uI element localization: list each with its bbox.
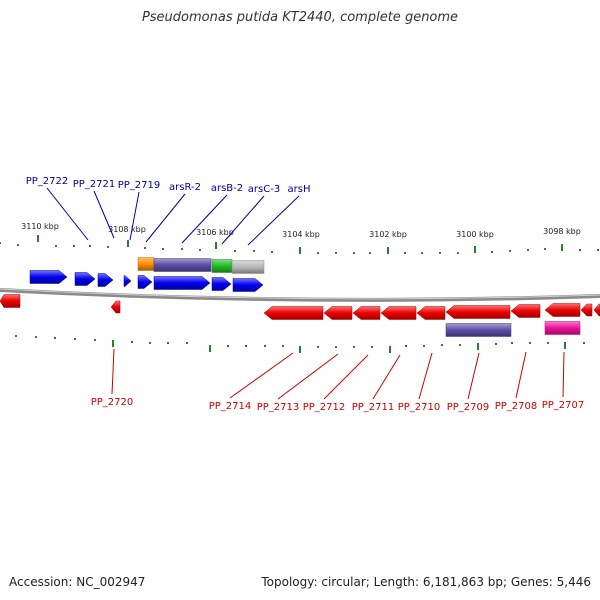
leader-line xyxy=(418,352,433,400)
leader-line xyxy=(221,195,265,245)
gene-features xyxy=(0,257,600,337)
gene-label: arsR-2 xyxy=(169,182,201,193)
gene-label: arsH xyxy=(288,184,311,195)
gene-label: PP_2709 xyxy=(447,402,490,413)
leader-line xyxy=(181,194,228,244)
gene-arsb-2 xyxy=(153,276,211,290)
leader-line xyxy=(372,354,401,400)
feature-box-pp-2709 xyxy=(445,323,512,337)
leader-line xyxy=(323,354,369,400)
leader-line xyxy=(111,348,115,395)
gene-arsh xyxy=(232,278,264,292)
gene-pp-2709 xyxy=(445,305,511,319)
scale-labels: 3110 kbp 3108 kbp 3106 kbp 3104 kbp 3102… xyxy=(21,222,581,239)
genome-summary: Topology: circular; Length: 6,181,863 bp… xyxy=(261,575,591,589)
gene-label: arsC-3 xyxy=(248,184,280,195)
leader-line xyxy=(467,352,480,400)
gene-pp-2722 xyxy=(29,270,68,284)
gene-label: PP_2712 xyxy=(303,402,346,413)
gene-label: PP_2721 xyxy=(73,179,116,190)
gene-label: PP_2711 xyxy=(352,402,395,413)
scale-label: 3106 kbp xyxy=(196,228,234,237)
gene-reverse-right-2 xyxy=(593,303,600,317)
gene-labels: PP_2722 PP_2721 PP_2719 arsR-2 arsB-2 arsC-3 a… xyxy=(26,176,585,413)
scale-label: 3098 kbp xyxy=(543,227,581,236)
gene-label: PP_2722 xyxy=(26,176,69,187)
scale-label: 3110 kbp xyxy=(21,222,59,231)
gene-label: PP_2720 xyxy=(91,397,134,408)
gene-label: PP_2707 xyxy=(542,400,585,411)
accession-label: Accession: NC_002947 xyxy=(9,575,146,589)
gene-pp-2707 xyxy=(544,303,581,317)
genome-backbone xyxy=(0,288,600,302)
gene-label: PP_2719 xyxy=(118,180,161,191)
gene-arsr-2 xyxy=(137,275,153,289)
gene-pp-2720-region xyxy=(97,273,114,287)
leader-line xyxy=(515,351,527,399)
genome-title: Pseudomonas putida KT2440, complete geno… xyxy=(141,10,459,25)
gene-pp-2714 xyxy=(263,306,324,320)
gene-pp-2711 xyxy=(380,306,417,320)
scale-label: 3108 kbp xyxy=(108,225,146,234)
feature-box-arsh xyxy=(231,260,265,274)
leader-line xyxy=(247,195,300,246)
gene-arsc-3 xyxy=(211,277,232,291)
leader-line xyxy=(277,353,339,400)
gene-label: PP_2713 xyxy=(257,402,300,413)
leader-line xyxy=(229,352,294,399)
leader-line xyxy=(562,351,565,398)
leader-line xyxy=(145,193,186,243)
gene-label: PP_2714 xyxy=(209,401,252,412)
gene-label: PP_2708 xyxy=(495,401,538,412)
feature-box-pp-2707 xyxy=(544,321,581,335)
leader-line xyxy=(129,191,140,241)
gene-label: PP_2710 xyxy=(398,402,441,413)
scale-label: 3100 kbp xyxy=(456,230,494,239)
feature-box-arsb xyxy=(153,258,212,272)
feature-box-arsc xyxy=(211,259,233,273)
scale-label: 3104 kbp xyxy=(282,230,320,239)
gene-pp-2721 xyxy=(74,272,96,286)
gene-pp-2710 xyxy=(416,306,446,320)
scale-ticks xyxy=(0,235,599,353)
leader-line xyxy=(46,187,89,241)
genome-backbone-highlight xyxy=(0,288,600,300)
gene-pp-2712 xyxy=(352,306,381,320)
gene-reverse-right-1 xyxy=(580,303,593,317)
gene-pp-2713 xyxy=(323,306,353,320)
gene-reverse-left xyxy=(0,294,21,308)
gene-pp-2708 xyxy=(510,304,541,318)
gene-pp-2719 xyxy=(123,275,132,287)
gene-label: arsB-2 xyxy=(211,183,243,194)
scale-label: 3102 kbp xyxy=(369,230,407,239)
leader-line xyxy=(93,190,115,239)
gene-pp-2720 xyxy=(110,300,121,314)
feature-box-arsr xyxy=(137,257,155,271)
